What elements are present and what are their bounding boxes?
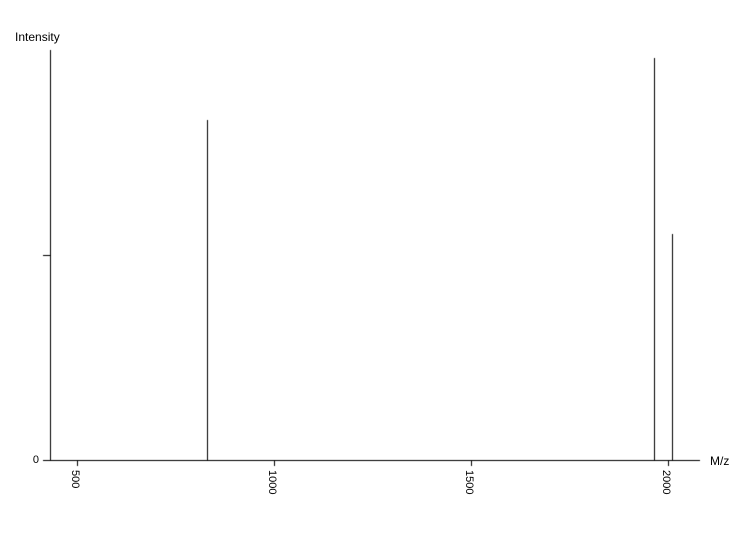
mass-spectrum-plot <box>0 0 750 540</box>
x-tick-label: 1000 <box>266 470 278 494</box>
x-tick-label: 1500 <box>463 470 475 494</box>
y-tick-label: 0 <box>9 454 39 466</box>
x-tick-label: 2000 <box>660 470 672 494</box>
x-tick-label: 500 <box>69 470 81 488</box>
y-axis-label: Intensity <box>15 30 60 44</box>
x-axis-label: M/z <box>710 454 729 468</box>
